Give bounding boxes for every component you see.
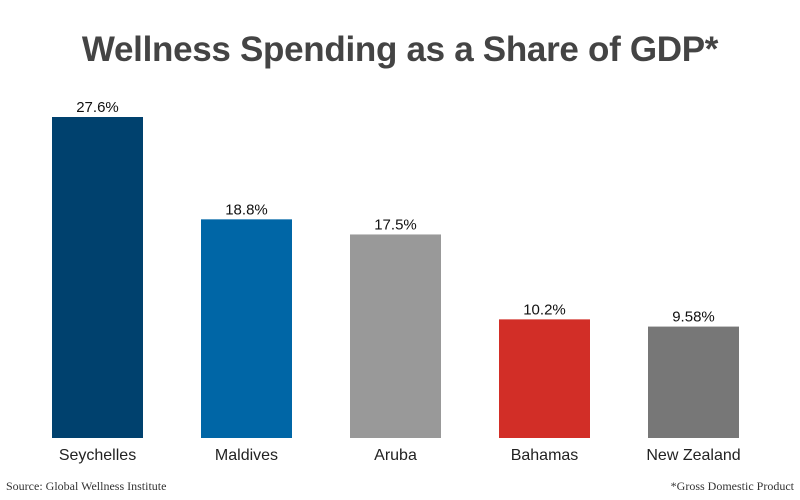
category-label: Bahamas — [511, 447, 579, 464]
footnote: *Gross Domestic Product — [670, 479, 794, 493]
data-label: 18.8% — [225, 201, 268, 218]
data-label: 9.58% — [672, 309, 715, 326]
chart-title: Wellness Spending as a Share of GDP* — [81, 30, 719, 69]
category-label: New Zealand — [646, 447, 740, 464]
data-label: 27.6% — [76, 99, 119, 116]
bar-seychelles — [52, 117, 143, 438]
category-label: Maldives — [215, 447, 278, 464]
source-note: Source: Global Wellness Institute — [6, 479, 167, 493]
bar-bahamas — [499, 319, 590, 438]
category-label: Seychelles — [59, 447, 136, 464]
bar-new-zealand — [648, 326, 739, 438]
category-label: Aruba — [374, 447, 417, 464]
bar-maldives — [201, 219, 292, 438]
data-label: 10.2% — [523, 301, 566, 318]
bar-aruba — [350, 234, 441, 438]
data-label: 17.5% — [374, 216, 417, 233]
